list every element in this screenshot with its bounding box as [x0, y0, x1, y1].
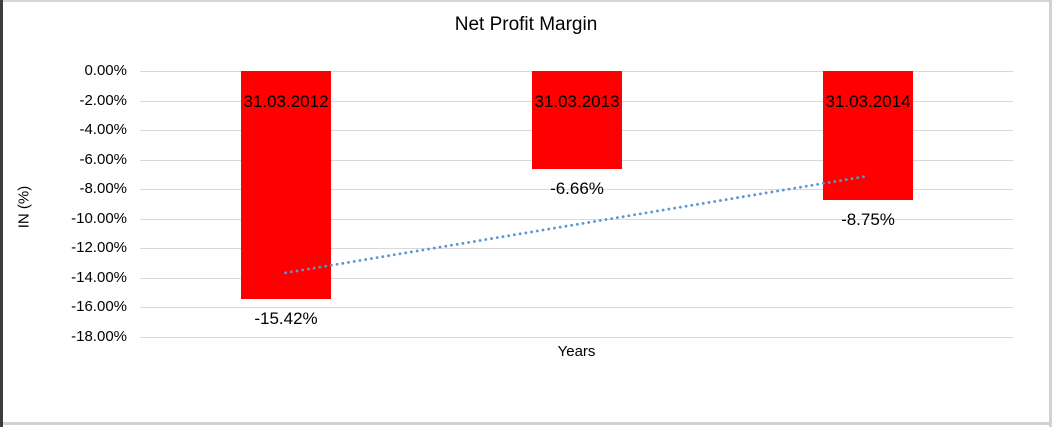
y-tick-label: -10.00% — [71, 210, 127, 227]
y-tick-label: -8.00% — [79, 180, 127, 197]
gridline — [140, 278, 1013, 279]
frame-left-border — [0, 0, 3, 427]
y-tick-label: -2.00% — [79, 92, 127, 109]
gridline — [140, 337, 1013, 338]
data-label: -15.42% — [254, 309, 318, 328]
category-label: 31.03.2012 — [243, 92, 329, 111]
category-label: 31.03.2013 — [534, 92, 620, 111]
bar-31.03.2014 — [823, 71, 913, 200]
y-axis-title: IN (%) — [15, 185, 33, 229]
category-label: 31.03.2014 — [825, 92, 911, 111]
y-tick-label: 0.00% — [84, 62, 127, 79]
y-tick-label: -18.00% — [71, 328, 127, 345]
bar-31.03.2013 — [532, 71, 622, 169]
y-tick-label: -4.00% — [79, 121, 127, 138]
x-axis-title: Years — [557, 343, 596, 360]
chart-title: Net Profit Margin — [454, 14, 598, 35]
y-tick-label: -14.00% — [71, 269, 127, 286]
data-label: -6.66% — [550, 179, 604, 198]
y-tick-label: -12.00% — [71, 239, 127, 256]
data-label: -8.75% — [841, 210, 895, 229]
frame-top-border — [0, 0, 1052, 2]
frame-right-border — [1049, 0, 1052, 427]
frame-bottom-border — [0, 422, 1052, 425]
y-tick-label: -16.00% — [71, 298, 127, 315]
y-tick-label: -6.00% — [79, 151, 127, 168]
gridline — [140, 307, 1013, 308]
